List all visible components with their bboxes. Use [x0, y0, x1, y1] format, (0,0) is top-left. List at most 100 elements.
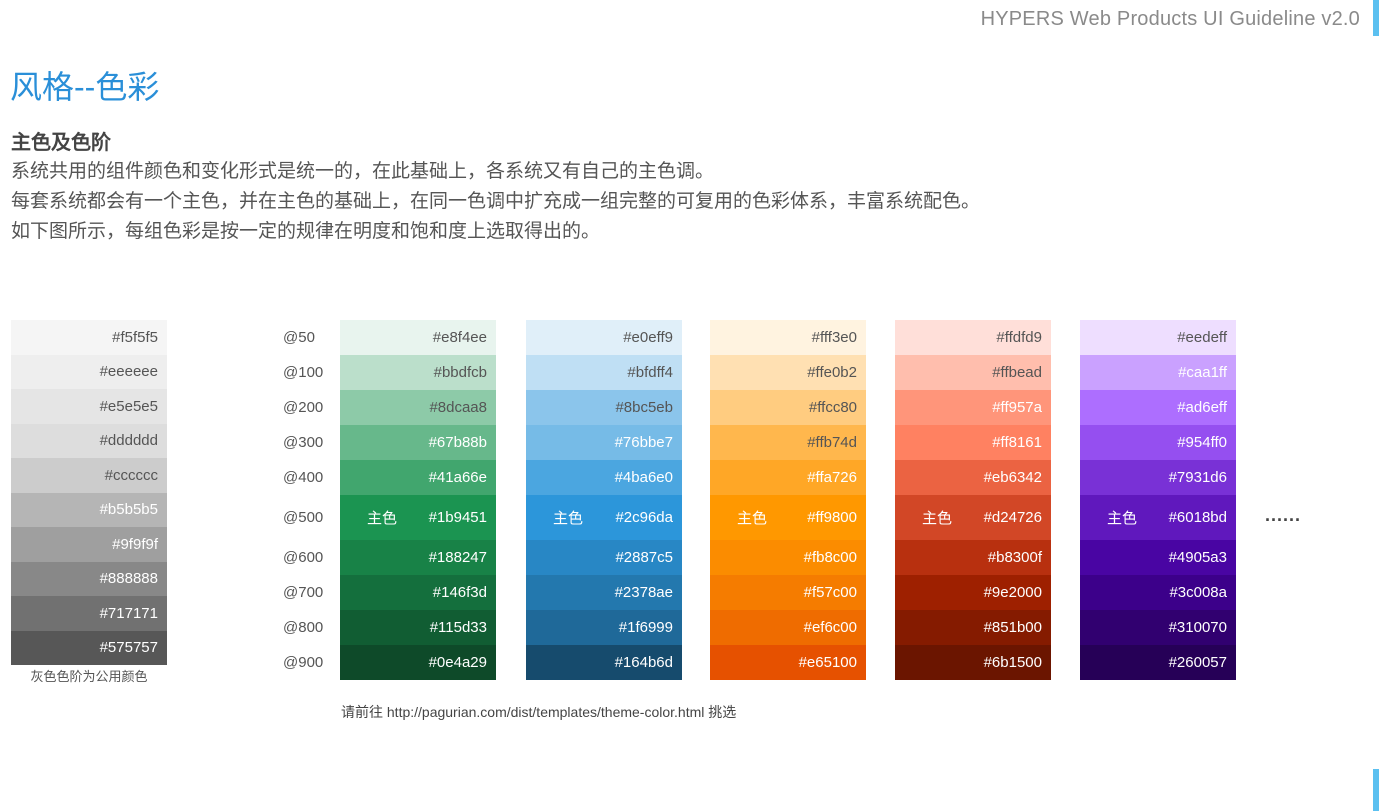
color-swatch: #fff3e0 — [710, 320, 866, 355]
color-hex-label: #e0eff9 — [623, 329, 673, 346]
level-label: @900 — [283, 654, 324, 671]
color-hex-label: #146f3d — [432, 584, 487, 601]
color-swatch: #7931d6 — [1080, 460, 1236, 495]
color-swatch: #6b1500 — [895, 645, 1051, 680]
color-hex-label: #1f6999 — [618, 619, 673, 636]
color-hex-label: #ef6c00 — [803, 619, 857, 636]
color-hex-label: #fb8c00 — [803, 549, 857, 566]
color-hex-label: #eedeff — [1177, 329, 1227, 346]
color-swatch: #9e2000 — [895, 575, 1051, 610]
section-heading: 主色及色阶 — [11, 132, 111, 154]
color-hex-label: #1b9451 — [428, 509, 487, 526]
color-swatch: #ffdfd9 — [895, 320, 1051, 355]
header-title: HYPERS Web Products UI Guideline v2.0 — [980, 8, 1360, 30]
color-hex-label: #3c008a — [1169, 584, 1227, 601]
color-swatch: #2887c5 — [526, 540, 682, 575]
color-hex-label: #260057 — [1168, 654, 1227, 671]
color-swatch: #b8300f — [895, 540, 1051, 575]
color-hex-label: #e65100 — [798, 654, 857, 671]
palette-blue: #e0eff9 #bfdff4 #8bc5eb #76bbe7 #4ba6e0 #2c96… — [526, 320, 682, 680]
level-label: @100 — [283, 364, 324, 381]
color-swatch: #f57c00 — [710, 575, 866, 610]
gray-swatch: #eeeeee — [11, 354, 167, 389]
intro-line: 系统共用的组件颜色和变化形式是统一的，在此基础上，各系统又有自己的主色调。 — [11, 161, 715, 182]
color-hex-label: #8bc5eb — [615, 399, 673, 416]
level-label: @300 — [283, 434, 324, 451]
color-swatch: #41a66e — [340, 460, 496, 495]
color-hex-label: #4ba6e0 — [614, 469, 673, 486]
page-title: 风格--色彩 — [10, 69, 160, 105]
color-swatch: #eb6342 — [895, 460, 1051, 495]
color-swatch: #e8f4ee — [340, 320, 496, 355]
color-hex-label: #b8300f — [987, 549, 1042, 566]
palette-green: #e8f4ee #bbdfcb #8dcaa8 #67b88b #41a66e #1b94… — [340, 320, 496, 680]
footer-note: 请前往 http://pagurian.com/dist/templates/t… — [341, 704, 737, 720]
color-swatch: #ffa726 — [710, 460, 866, 495]
palette-orange: #fff3e0 #ffe0b2 #ffcc80 #ffb74d #ffa726 #ff98… — [710, 320, 866, 680]
gray-swatch: #717171 — [11, 596, 167, 631]
color-swatch: #0e4a29 — [340, 645, 496, 680]
color-hex-label: #164b6d — [614, 654, 673, 671]
level-label: @50 — [283, 329, 315, 346]
color-hex-label: #ffbead — [992, 364, 1042, 381]
color-hex-label: #954ff0 — [1177, 434, 1227, 451]
gray-swatch: #9f9f9f — [11, 527, 167, 562]
color-swatch: #4ba6e0 — [526, 460, 682, 495]
color-hex-label: #ffdfd9 — [996, 329, 1042, 346]
level-label: @400 — [283, 469, 324, 486]
color-hex-label: #2378ae — [614, 584, 673, 601]
gray-swatch: #888888 — [11, 561, 167, 596]
color-swatch: #6018bd 主色 — [1080, 495, 1236, 540]
color-swatch: #188247 — [340, 540, 496, 575]
gray-swatch: #e5e5e5 — [11, 389, 167, 424]
color-hex-label: #e8f4ee — [432, 329, 487, 346]
color-swatch: #260057 — [1080, 645, 1236, 680]
color-hex-label: #d24726 — [983, 509, 1042, 526]
color-swatch: #76bbe7 — [526, 425, 682, 460]
color-hex-label: #188247 — [428, 549, 487, 566]
level-label: @700 — [283, 584, 324, 601]
color-hex-label: #ff957a — [992, 399, 1042, 416]
gray-scale-caption: 灰色色阶为公用颜色 — [30, 669, 148, 684]
color-hex-label: #bfdff4 — [627, 364, 673, 381]
gray-swatch: #cccccc — [11, 458, 167, 493]
color-swatch: #ff957a — [895, 390, 1051, 425]
color-swatch: #ff9800 主色 — [710, 495, 866, 540]
level-labels: @50 @100 @200 @300 @400 @500 @600 @700 @800 @900 — [283, 320, 333, 680]
color-hex-label: #9e2000 — [983, 584, 1042, 601]
palette-red: #ffdfd9 #ffbead #ff957a #ff8161 #eb6342 #d247… — [895, 320, 1051, 680]
color-hex-label: #0e4a29 — [428, 654, 487, 671]
color-swatch: #310070 — [1080, 610, 1236, 645]
color-swatch: #ffcc80 — [710, 390, 866, 425]
color-swatch: #2378ae — [526, 575, 682, 610]
color-hex-label: #ad6eff — [1177, 399, 1227, 416]
color-hex-label: #ff9800 — [807, 509, 857, 526]
level-label: @200 — [283, 399, 324, 416]
color-swatch: #e0eff9 — [526, 320, 682, 355]
color-hex-label: #ffa726 — [807, 469, 857, 486]
main-color-label: 主色 — [553, 510, 584, 527]
color-hex-label: #115d33 — [429, 619, 487, 636]
color-swatch: #115d33 — [340, 610, 496, 645]
palette-purple: #eedeff #caa1ff #ad6eff #954ff0 #7931d6 #6018… — [1080, 320, 1236, 680]
gray-swatch: #575757 — [11, 630, 167, 665]
gray-scale-column: #f5f5f5 #eeeeee #e5e5e5 #dddddd #cccccc #b5b5… — [11, 320, 167, 665]
color-swatch: #1b9451 主色 — [340, 495, 496, 540]
color-hex-label: #67b88b — [428, 434, 487, 451]
color-hex-label: #eb6342 — [983, 469, 1042, 486]
color-hex-label: #851b00 — [983, 619, 1042, 636]
accent-bar-top — [1373, 0, 1379, 36]
intro-line: 每套系统都会有一个主色，并在主色的基础上，在同一色调中扩充成一组完整的可复用的色… — [11, 191, 981, 212]
color-hex-label: #caa1ff — [1178, 364, 1227, 381]
color-swatch: #67b88b — [340, 425, 496, 460]
color-swatch: #8bc5eb — [526, 390, 682, 425]
color-hex-label: #2887c5 — [615, 549, 673, 566]
color-hex-label: #8dcaa8 — [429, 399, 487, 416]
color-hex-label: #6b1500 — [983, 654, 1042, 671]
color-hex-label: #f57c00 — [803, 584, 857, 601]
color-swatch: #3c008a — [1080, 575, 1236, 610]
color-swatch: #fb8c00 — [710, 540, 866, 575]
color-swatch: #ef6c00 — [710, 610, 866, 645]
gray-swatch: #b5b5b5 — [11, 492, 167, 527]
color-hex-label: #bbdfcb — [433, 364, 487, 381]
